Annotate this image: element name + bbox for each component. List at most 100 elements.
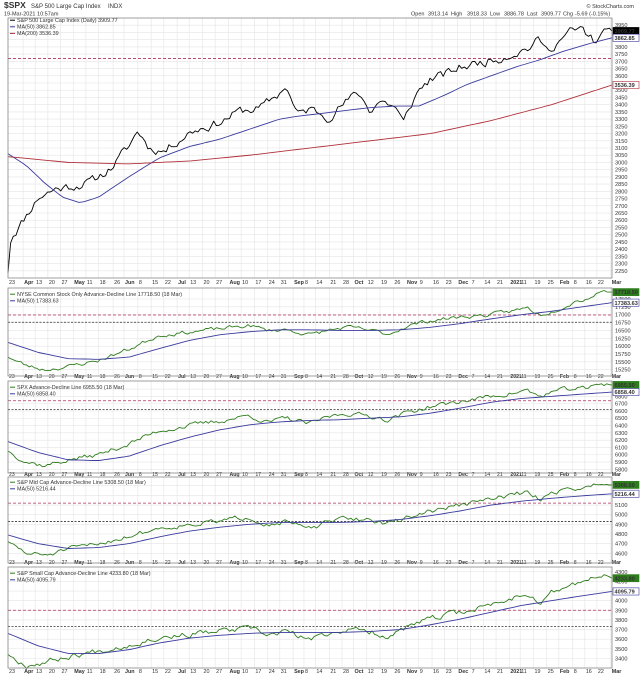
legend-label: MA(50) 3862.85 [17, 25, 56, 31]
series-line-ad [7, 574, 613, 669]
series-line-ad [7, 383, 613, 468]
x-tick-label: 7 [472, 280, 475, 286]
x-tick-label: Mar [612, 374, 621, 380]
last-label: Last [527, 12, 538, 18]
x-tick-label: Aug [229, 280, 239, 286]
x-tick-label: 14 [316, 374, 322, 380]
x-tick-label: 16 [433, 472, 439, 478]
y-tick-label: 3050 [615, 153, 627, 159]
y-tick-label: 3700 [615, 59, 627, 65]
x-tick-label: 27 [216, 472, 222, 478]
x-tick-label: 12 [368, 280, 374, 286]
value-box [612, 587, 640, 596]
symbol-label: $SPX [4, 0, 26, 10]
x-tick-label: 13 [190, 280, 196, 286]
credit-label: © StockCharts.com [587, 3, 635, 10]
x-tick-label: 22 [165, 374, 171, 380]
y-tick-label: 2400 [615, 247, 627, 253]
x-tick-label: Nov [407, 374, 417, 380]
x-tick-label: Jul [178, 280, 186, 286]
value-box [612, 288, 640, 297]
x-tick-label: 20 [49, 280, 55, 286]
y-tick-label: 6800 [615, 394, 627, 400]
y-tick-label: 4900 [615, 522, 627, 528]
x-tick-label: 12 [368, 374, 374, 380]
x-tick-label: 23 [446, 280, 452, 286]
y-tick-label: 3500 [615, 88, 627, 94]
x-tick-label: 20 [203, 472, 209, 478]
x-tick-label: Sep [294, 374, 304, 380]
x-tick-label: 25 [548, 669, 554, 675]
x-tick-label: 21 [330, 669, 336, 675]
x-tick-label: 10 [242, 669, 248, 675]
y-tick-label: 2900 [615, 175, 627, 181]
panel-frame [7, 380, 613, 474]
open-label: Open [411, 12, 424, 18]
value-box-label: 3862.85 [615, 36, 635, 42]
y-tick-label: 6600 [615, 409, 627, 415]
x-tick-label: Apr [24, 472, 33, 478]
y-tick-label: 3500 [615, 647, 627, 653]
x-tick-label: 12 [368, 472, 374, 478]
x-tick-label: 16 [433, 280, 439, 286]
value-box-label: 17718.50 [615, 290, 638, 296]
x-tick-label: 8 [305, 472, 308, 478]
x-tick-label: 7 [472, 374, 475, 380]
x-tick-label: May [74, 374, 84, 380]
x-tick-label: 23 [9, 374, 15, 380]
x-tick-label: 25 [548, 280, 554, 286]
x-tick-label: Jul [178, 472, 186, 478]
x-tick-label: 8 [574, 472, 577, 478]
x-tick-label: 10 [242, 472, 248, 478]
x-tick-label: 11 [87, 472, 92, 478]
change-value: -5.69 (-0.15%) [575, 12, 610, 18]
x-tick-label: 8 [305, 374, 308, 380]
x-tick-label: 17 [255, 374, 261, 380]
x-tick-label: 15 [152, 669, 158, 675]
x-tick-label: 27 [216, 280, 222, 286]
y-tick-label: 4200 [615, 579, 627, 585]
y-tick-label: 5100 [615, 503, 627, 509]
x-tick-label: Mar [612, 472, 621, 478]
x-tick-label: 2021 [510, 472, 522, 478]
x-tick-label: 14 [484, 280, 490, 286]
x-tick-label: Sep [294, 669, 305, 675]
y-tick-label: 2650 [615, 211, 627, 217]
x-tick-label: 11 [87, 374, 92, 380]
y-tick-label: 3450 [615, 95, 627, 101]
x-tick-label: Oct [354, 669, 363, 675]
x-tick-label: 28 [343, 374, 349, 380]
legend-label: MA(50) 6858.40 [17, 392, 56, 398]
x-tick-label: 22 [598, 374, 604, 380]
y-tick-label: 3800 [615, 45, 627, 51]
x-tick-label: 28 [343, 280, 349, 286]
x-tick-label: 21 [497, 280, 503, 286]
x-tick-label: 27 [62, 472, 68, 478]
x-tick-label: 9 [420, 472, 423, 478]
high-label: High [451, 12, 462, 18]
y-tick-label: 2950 [615, 168, 627, 174]
x-tick-label: 13 [190, 669, 196, 675]
x-tick-label: 7 [472, 669, 475, 675]
x-tick-label: 31 [281, 472, 287, 478]
open-value: 3913.14 [428, 12, 448, 18]
y-tick-label: 5800 [615, 467, 627, 473]
x-tick-label: 19 [534, 472, 540, 478]
x-tick-label: 18 [100, 669, 106, 675]
x-tick-label: 27 [216, 669, 222, 675]
x-tick-label: 11 [521, 280, 527, 286]
x-tick-label: 16 [586, 374, 592, 380]
x-tick-label: 9 [420, 374, 423, 380]
x-tick-label: Nov [407, 472, 417, 478]
x-tick-label: 14 [484, 374, 490, 380]
value-box [612, 489, 640, 498]
x-tick-label: 8 [139, 374, 142, 380]
series-line-ad [7, 483, 613, 556]
legend-label: MA(50) 17383.63 [17, 299, 59, 305]
x-tick-label: 15 [152, 472, 158, 478]
x-tick-label: 26 [394, 374, 400, 380]
y-tick-label: 4300 [615, 570, 627, 576]
panel-frame [7, 476, 613, 564]
